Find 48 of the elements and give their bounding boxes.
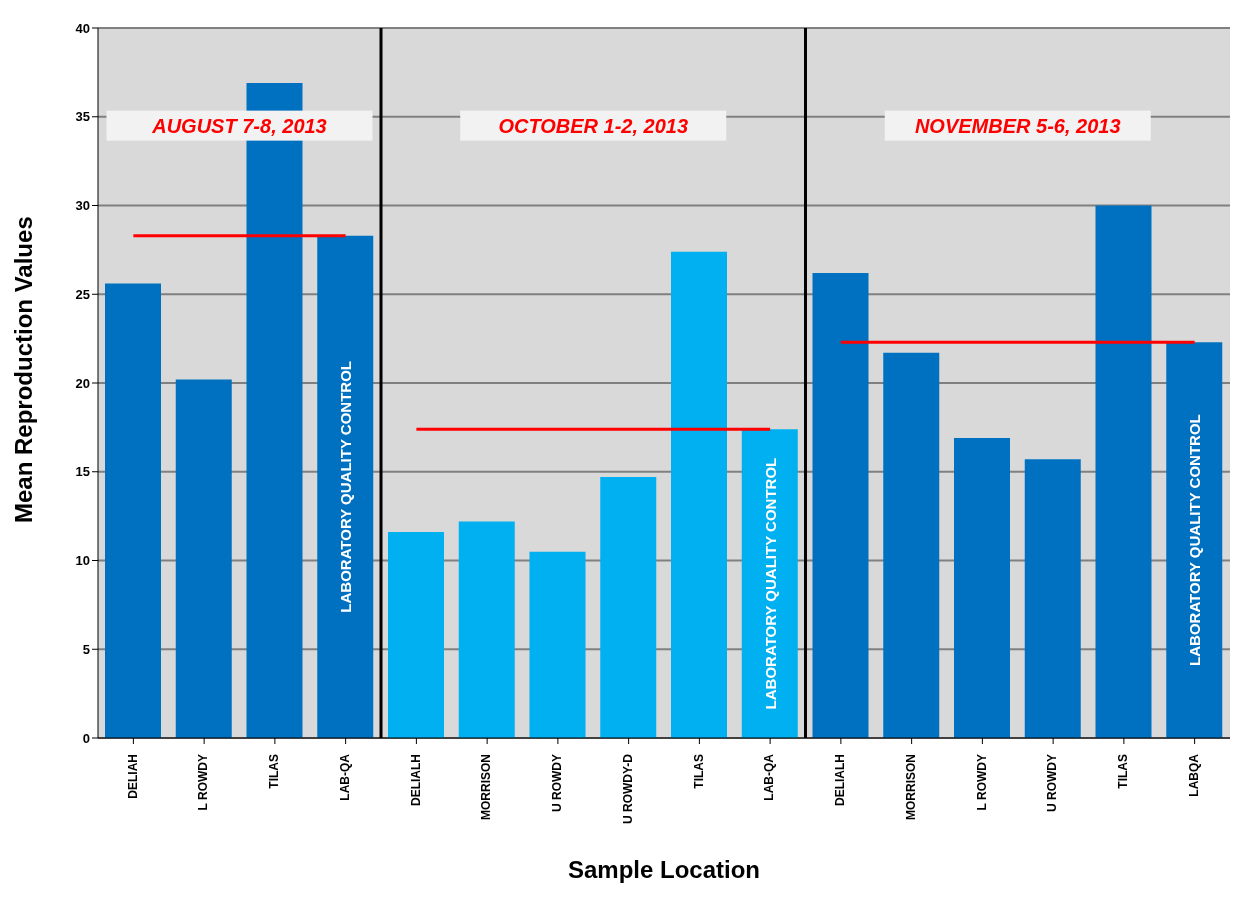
x-tick-label: MORRISON <box>479 754 494 820</box>
x-tick-label: U ROWDY <box>1045 754 1060 812</box>
x-tick-label: L ROWDY <box>196 754 211 811</box>
bar <box>954 438 1010 738</box>
bar <box>458 521 515 738</box>
x-tick-label: LABQA <box>1186 753 1201 797</box>
y-tick-label: 15 <box>75 464 90 480</box>
bar <box>105 283 161 738</box>
x-tick-label: DELIALH <box>833 754 848 806</box>
y-tick-label: 0 <box>82 730 90 746</box>
bar <box>741 429 798 738</box>
y-tick-label: 30 <box>75 198 90 214</box>
y-tick-label: 5 <box>82 641 90 657</box>
bar <box>1095 205 1152 738</box>
bar <box>812 272 869 738</box>
annotation: AUGUST 7-8, 2013 <box>151 114 327 137</box>
annotation: NOVEMBER 5-6, 2013 <box>914 114 1121 137</box>
x-tick-label: LAB-QA <box>337 753 352 801</box>
bar <box>388 532 444 738</box>
x-tick-label: L ROWDY <box>974 754 989 811</box>
bar <box>529 551 586 738</box>
y-tick-label: 10 <box>75 553 90 569</box>
x-tick-label: MORRISON <box>903 754 918 820</box>
y-tick-label: 20 <box>75 375 90 391</box>
x-axis-title: Sample Location <box>567 856 761 883</box>
annotation: LABORATORY QUALITY CONTROL <box>761 457 779 710</box>
annotation: LABORATORY QUALITY CONTROL <box>337 361 355 613</box>
x-tick-label: TILAS <box>1116 754 1131 789</box>
bar <box>1166 342 1223 738</box>
bar <box>1024 459 1081 738</box>
y-tick-label: 35 <box>75 109 90 125</box>
bar <box>883 352 940 738</box>
bar <box>317 235 374 738</box>
x-tick-label: TILAS <box>267 754 282 789</box>
y-tick-label: 40 <box>75 20 90 36</box>
x-tick-label: LAB-QA <box>762 753 777 801</box>
bar <box>175 379 232 738</box>
bar <box>671 251 727 738</box>
x-tick-label: DELIAH <box>125 754 140 799</box>
bar <box>600 477 657 738</box>
y-tick-label: 25 <box>75 286 90 302</box>
x-tick-label: U ROWDY-D <box>620 753 635 824</box>
x-tick-label: U ROWDY <box>550 754 565 812</box>
x-tick-label: DELIALH <box>408 754 423 806</box>
y-axis-title: Mean Reproduction Values <box>9 216 37 523</box>
x-tick-label: TILAS <box>691 754 706 789</box>
annotation: OCTOBER 1-2, 2013 <box>498 114 689 137</box>
annotation: LABORATORY QUALITY CONTROL <box>1186 414 1204 666</box>
